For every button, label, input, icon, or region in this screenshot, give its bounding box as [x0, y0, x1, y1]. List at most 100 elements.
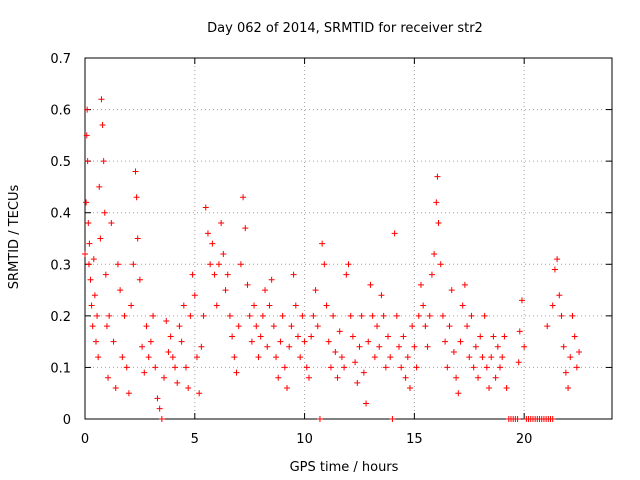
data-point — [132, 168, 139, 175]
data-point — [503, 385, 510, 392]
data-point — [191, 292, 198, 299]
data-point — [378, 292, 385, 299]
data-point — [314, 323, 321, 330]
data-point — [490, 333, 497, 340]
data-point — [319, 240, 326, 247]
data-point — [472, 343, 479, 350]
data-point — [218, 220, 225, 227]
data-point — [262, 287, 269, 294]
data-point — [290, 271, 297, 278]
data-point — [119, 354, 126, 361]
data-point — [516, 328, 523, 335]
data-point — [356, 343, 363, 350]
x-tick-label: 10 — [296, 432, 313, 447]
data-point — [446, 323, 453, 330]
y-tick-label: 0 — [63, 413, 71, 428]
data-point — [130, 261, 137, 268]
data-point — [163, 318, 170, 325]
data-point — [325, 338, 332, 345]
data-point — [413, 364, 420, 371]
data-point — [409, 323, 416, 330]
data-point — [488, 354, 495, 361]
data-point — [341, 364, 348, 371]
data-point — [365, 338, 372, 345]
data-point — [387, 354, 394, 361]
data-point — [196, 390, 203, 397]
data-point — [305, 374, 312, 381]
data-point — [483, 364, 490, 371]
data-point — [125, 390, 132, 397]
data-point — [303, 364, 310, 371]
data-point — [161, 374, 168, 381]
data-point — [114, 261, 121, 268]
data-point — [521, 343, 528, 350]
data-point — [501, 333, 508, 340]
data-point — [288, 323, 295, 330]
data-point — [486, 385, 493, 392]
data-point — [347, 312, 354, 319]
data-point — [231, 354, 238, 361]
data-point — [369, 312, 376, 319]
data-point — [448, 287, 455, 294]
data-point — [253, 323, 260, 330]
data-point — [183, 364, 190, 371]
data-point — [363, 400, 370, 407]
data-point — [154, 395, 161, 402]
data-point — [84, 158, 91, 165]
data-point — [150, 312, 157, 319]
data-point — [83, 199, 90, 206]
data-point — [426, 312, 433, 319]
data-point — [145, 354, 152, 361]
x-tick-label: 0 — [81, 432, 89, 447]
data-point — [400, 333, 407, 340]
data-point — [152, 364, 159, 371]
y-tick-label: 0.7 — [50, 52, 71, 67]
data-point — [358, 312, 365, 319]
data-point — [270, 323, 277, 330]
data-point — [91, 292, 98, 299]
data-point — [204, 230, 211, 237]
data-point — [139, 343, 146, 350]
y-tick-label: 0.6 — [50, 104, 71, 119]
data-point — [402, 374, 409, 381]
data-point — [100, 158, 107, 165]
data-point — [251, 302, 258, 309]
data-point — [321, 261, 328, 268]
data-point — [569, 312, 576, 319]
data-point — [202, 204, 209, 211]
data-point — [189, 271, 196, 278]
x-tick-label: 15 — [406, 432, 423, 447]
data-point — [279, 312, 286, 319]
data-point — [98, 96, 105, 103]
data-point — [102, 271, 109, 278]
data-points — [82, 96, 583, 422]
data-point — [99, 122, 106, 129]
data-point — [468, 312, 475, 319]
data-point — [391, 230, 398, 237]
data-point — [92, 338, 99, 345]
data-point — [398, 364, 405, 371]
data-point — [110, 338, 117, 345]
data-point — [103, 323, 110, 330]
data-point — [209, 240, 216, 247]
data-point — [275, 374, 282, 381]
data-point — [389, 416, 396, 422]
data-point — [367, 281, 374, 288]
data-point — [200, 312, 207, 319]
data-point — [297, 354, 304, 361]
data-point — [85, 220, 92, 227]
data-point — [336, 328, 343, 335]
data-point — [301, 338, 308, 345]
data-point — [242, 225, 249, 232]
data-point — [450, 348, 457, 355]
data-point — [470, 364, 477, 371]
data-point — [560, 343, 567, 350]
data-point — [497, 364, 504, 371]
data-point — [90, 256, 97, 263]
data-point — [215, 261, 222, 268]
data-point — [82, 250, 88, 257]
data-point — [371, 354, 378, 361]
data-point — [514, 416, 521, 422]
data-point — [393, 312, 400, 319]
